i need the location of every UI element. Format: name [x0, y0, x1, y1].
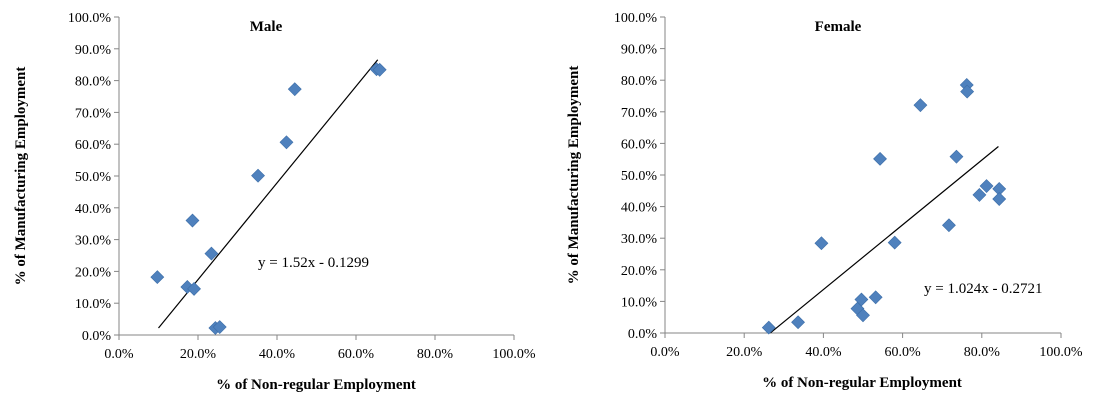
male-scatter-chart: 0.0% 10.0% 20.0% 30.0% 40.0% 50.0% 60.0% 70.0% 8… [13, 11, 536, 393]
x-tick-label: 100.0% [1039, 345, 1083, 360]
trendline-equation: y = 1.52x - 0.1299 [258, 255, 369, 271]
y-tick-label: 10.0% [75, 297, 112, 312]
data-point [856, 308, 870, 323]
y-tick-label: 10.0% [621, 295, 658, 310]
y-tick-label: 90.0% [75, 43, 112, 58]
y-tick-label: 30.0% [75, 234, 112, 249]
data-point [949, 149, 964, 164]
x-axis-label: % of Non-regular Employment [762, 375, 962, 391]
data-point [150, 270, 165, 285]
data-point [972, 187, 987, 202]
data-point [992, 192, 1007, 206]
x-tick-label: 20.0% [180, 347, 217, 362]
y-tick-label: 40.0% [621, 201, 658, 216]
x-tick-label: 40.0% [805, 345, 842, 360]
data-point [854, 292, 869, 307]
y-tick-label: 0.0% [628, 327, 658, 342]
x-tick-label: 40.0% [259, 347, 296, 362]
y-tick-label: 20.0% [621, 264, 658, 279]
y-tick-label: 80.0% [621, 74, 658, 89]
data-point [814, 236, 829, 251]
y-tick-label: 70.0% [75, 106, 112, 121]
data-point [887, 235, 902, 250]
y-tick-label: 100.0% [68, 11, 112, 26]
y-tick-label: 40.0% [75, 202, 112, 217]
female-scatter-chart: 0.0% 10.0% 20.0% 30.0% 40.0% 50.0% 60.0% 70.0% 8… [566, 11, 1083, 391]
data-point [372, 62, 387, 77]
y-axis-label: % of Manufacturing Employment [13, 67, 29, 286]
x-tick-label: 20.0% [726, 345, 763, 360]
data-point [187, 281, 201, 296]
y-tick-label: 100.0% [614, 11, 658, 26]
trendline [769, 146, 999, 334]
y-tick-label: 60.0% [75, 138, 112, 153]
y-tick-label: 0.0% [82, 329, 112, 344]
data-point [761, 320, 776, 335]
data-point [185, 213, 200, 228]
chart-title: Female [815, 19, 862, 35]
data-point [868, 290, 883, 305]
x-tick-label: 0.0% [104, 347, 134, 362]
data-point [873, 151, 887, 166]
data-point [942, 218, 956, 233]
x-tick-label: 100.0% [492, 347, 536, 362]
y-tick-label: 80.0% [75, 75, 112, 90]
y-tick-label: 90.0% [621, 43, 658, 58]
x-axis-label: % of Non-regular Employment [216, 377, 416, 393]
y-tick-label: 60.0% [621, 137, 658, 152]
y-tick-label: 50.0% [75, 170, 112, 185]
x-tick-label: 60.0% [885, 345, 922, 360]
y-tick-label: 50.0% [621, 169, 658, 184]
x-tick-label: 0.0% [650, 345, 680, 360]
data-point [791, 315, 805, 330]
trendline-equation: y = 1.024x - 0.2721 [924, 281, 1042, 297]
data-point [913, 98, 928, 113]
y-axis-label: % of Manufacturing Employment [566, 66, 582, 285]
chart-title: Male [250, 19, 283, 35]
data-point [979, 179, 994, 193]
y-tick-label: 70.0% [621, 106, 658, 121]
data-point [251, 168, 265, 183]
data-point [960, 84, 975, 99]
data-point [212, 320, 227, 334]
x-tick-label: 80.0% [964, 345, 1001, 360]
data-point [204, 246, 219, 261]
y-tick-label: 20.0% [75, 265, 112, 280]
y-tick-label: 30.0% [621, 232, 658, 247]
data-point [287, 82, 302, 97]
data-point [279, 135, 294, 150]
x-tick-label: 60.0% [338, 347, 375, 362]
x-tick-label: 80.0% [417, 347, 454, 362]
